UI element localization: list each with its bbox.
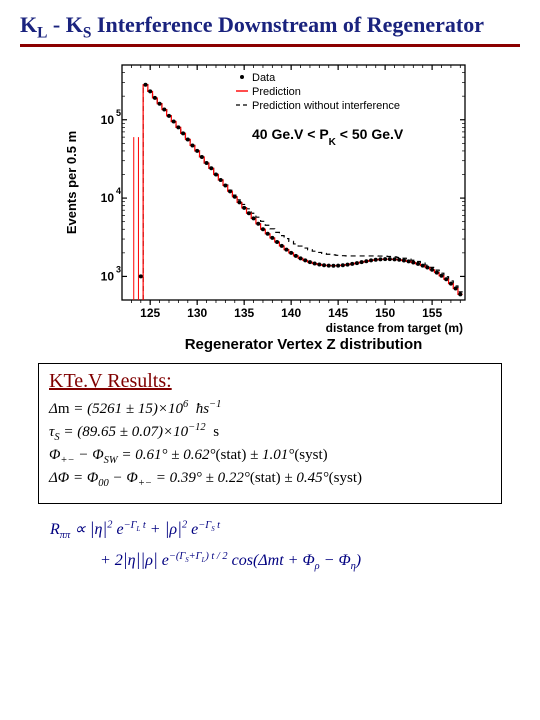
svg-text:10: 10 xyxy=(101,191,115,205)
svg-text:145: 145 xyxy=(328,306,348,320)
svg-text:Prediction: Prediction xyxy=(252,86,301,98)
interference-formula: Rππ ∝ |η|2 e−ΓL t + |ρ|2 e−ΓS t + 2|η||ρ… xyxy=(50,514,490,576)
page-title: KL - KS Interference Downstream of Regen… xyxy=(20,12,520,42)
eqn-phi2: ΔΦ = Φ00 − Φ+− = 0.39° ± 0.22°(stat) ± 0… xyxy=(49,470,491,489)
svg-text:distance from target (m): distance from target (m) xyxy=(326,321,463,335)
svg-text:Prediction without interferenc: Prediction without interference xyxy=(252,100,400,112)
svg-text:3: 3 xyxy=(116,265,121,275)
svg-text:40 Ge.V < PK < 50 Ge.V: 40 Ge.V < PK < 50 Ge.V xyxy=(252,126,404,148)
svg-text:5: 5 xyxy=(116,108,121,118)
svg-text:Regenerator Vertex Z distribut: Regenerator Vertex Z distribution xyxy=(185,336,423,353)
eqn-tau: τS = (89.65 ± 0.07)×10−12 s xyxy=(49,422,491,443)
svg-text:150: 150 xyxy=(375,306,395,320)
vertex-z-chart: 125130135140145150155103104105Events per… xyxy=(60,55,480,355)
svg-text:130: 130 xyxy=(187,306,207,320)
svg-text:10: 10 xyxy=(101,113,115,127)
eqn-phi1: Φ+− − ΦSW = 0.61° ± 0.62°(stat) ± 1.01°(… xyxy=(49,447,491,466)
results-title: KTe.V Results: xyxy=(49,370,491,393)
svg-text:Events per 0.5 m: Events per 0.5 m xyxy=(64,131,79,234)
svg-text:125: 125 xyxy=(140,306,160,320)
svg-text:4: 4 xyxy=(116,186,121,196)
svg-text:155: 155 xyxy=(422,306,442,320)
svg-text:140: 140 xyxy=(281,306,301,320)
title-rule xyxy=(20,44,520,47)
svg-text:10: 10 xyxy=(101,270,115,284)
svg-text:Data: Data xyxy=(252,72,276,84)
eqn-dm: Δm = (5261 ± 15)×106 ħs−1 xyxy=(49,399,491,418)
results-box: KTe.V Results: Δm = (5261 ± 15)×106 ħs−1… xyxy=(38,363,502,504)
svg-text:135: 135 xyxy=(234,306,254,320)
